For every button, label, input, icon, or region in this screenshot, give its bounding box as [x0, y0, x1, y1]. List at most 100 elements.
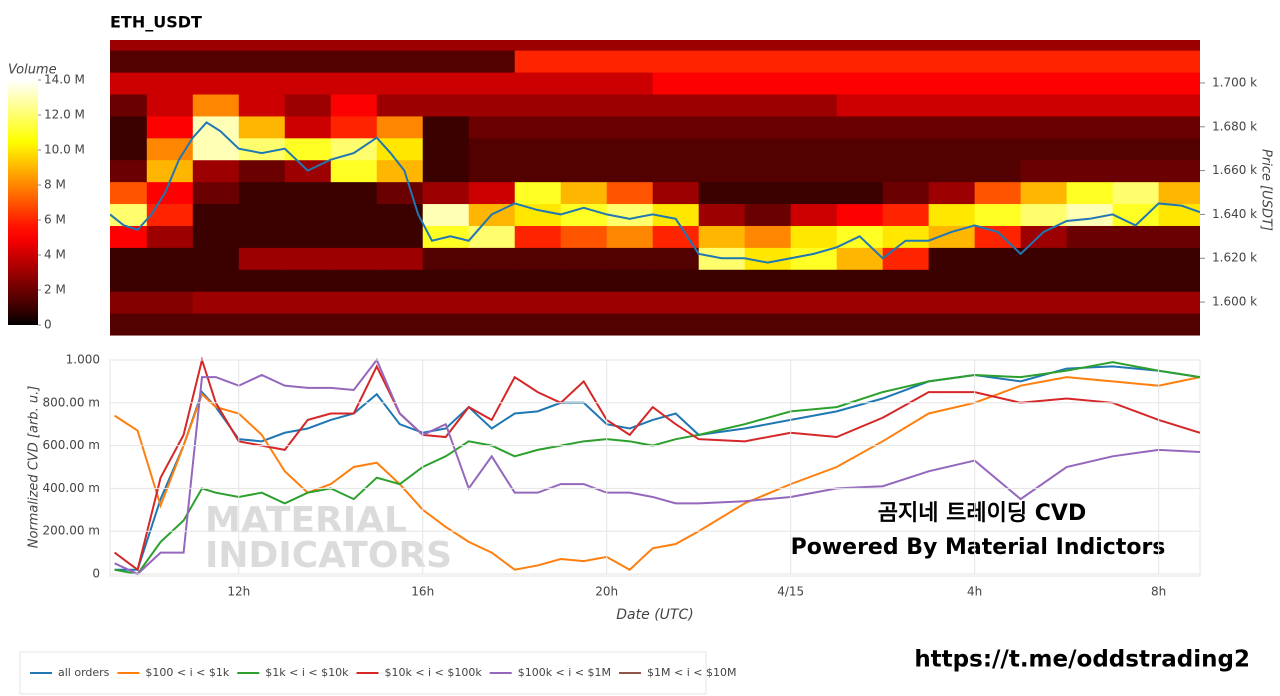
heat-cell [330, 93, 378, 117]
heat-cell [882, 181, 930, 205]
heat-cell [606, 159, 654, 183]
colorbar [8, 80, 38, 325]
heat-cell [606, 40, 654, 51]
heat-cell [836, 40, 884, 51]
heat-cell [560, 181, 608, 205]
heat-cell [652, 203, 700, 226]
heat-cell [284, 313, 332, 336]
heat-cell [836, 247, 884, 270]
y-tick-label: 1.700 k [1212, 75, 1257, 89]
heat-cell [422, 93, 470, 117]
heat-cell [1112, 40, 1160, 51]
heat-cell [1112, 115, 1160, 139]
heat-cell [560, 159, 608, 183]
series-line [114, 358, 1200, 576]
heat-cell [514, 40, 562, 51]
price-line [110, 121, 1200, 264]
heat-cell [238, 225, 286, 248]
heat-cell [192, 247, 240, 270]
footer-link: https://t.me/oddstrading2 [914, 647, 1250, 673]
heat-cell [1020, 247, 1068, 270]
heat-cell [192, 93, 240, 117]
heat-cell [284, 50, 332, 73]
heat-cell [284, 203, 332, 226]
heat-cell [514, 93, 562, 117]
heat-cell [606, 137, 654, 161]
heat-cell [560, 40, 608, 51]
heat-cell [284, 40, 332, 51]
heat-cell [790, 247, 838, 270]
y-tick-label: 1.640 k [1212, 207, 1257, 221]
heat-cell [468, 159, 516, 183]
heat-cell [1020, 291, 1068, 314]
annotation: Powered By Material Indictors [791, 535, 1166, 560]
heat-cell [146, 225, 194, 248]
heat-cell [284, 291, 332, 314]
heat-cell [652, 291, 700, 314]
heat-cell [882, 159, 930, 183]
heat-cell [1020, 50, 1068, 73]
heat-cell [698, 203, 746, 226]
heat-cell [560, 225, 608, 248]
heat-cell [376, 50, 424, 73]
heat-cell [836, 137, 884, 161]
heat-cell [468, 71, 516, 95]
heat-cell [376, 269, 424, 292]
heat-cell [468, 291, 516, 314]
heat-cell [698, 40, 746, 51]
heat-cell [1158, 269, 1200, 292]
x-tick-label: 4h [967, 585, 982, 599]
heat-cell [330, 159, 378, 183]
heat-cell [238, 40, 286, 51]
x-tick-label: 12h [227, 585, 250, 599]
heat-cell [330, 225, 378, 248]
heat-cell [1066, 137, 1114, 161]
heat-cell [1112, 203, 1160, 226]
heat-cell [928, 181, 976, 205]
heat-cell [192, 313, 240, 336]
heat-cell [698, 225, 746, 248]
heat-cell [790, 313, 838, 336]
heat-cell [146, 115, 194, 139]
heat-cell [698, 50, 746, 73]
heat-cell [606, 225, 654, 248]
heat-cell [560, 71, 608, 95]
heat-cell [790, 225, 838, 248]
heat-cell [652, 93, 700, 117]
heat-cell [192, 203, 240, 226]
heat-cell [330, 137, 378, 161]
heat-cell [652, 137, 700, 161]
heat-cell [652, 181, 700, 205]
heat-cell [1158, 247, 1200, 270]
heat-cell [1158, 203, 1200, 226]
heat-cell [376, 203, 424, 226]
heat-cell [192, 137, 240, 161]
heat-cell [146, 313, 194, 336]
heat-cell [110, 71, 148, 95]
heat-cell [110, 225, 148, 248]
heat-cell [698, 269, 746, 292]
heat-cell [882, 269, 930, 292]
heat-cell [146, 93, 194, 117]
heat-cell [376, 137, 424, 161]
plot-area [109, 359, 1201, 577]
heat-cell [744, 71, 792, 95]
heat-cell [560, 137, 608, 161]
heat-cell [110, 247, 148, 270]
heat-cell [110, 93, 148, 117]
heat-cell [376, 71, 424, 95]
heat-cell [974, 203, 1022, 226]
heat-cell [514, 71, 562, 95]
heat-cell [836, 291, 884, 314]
heat-cell [882, 203, 930, 226]
heat-cell [652, 159, 700, 183]
heat-cell [330, 181, 378, 205]
heat-cell [1020, 203, 1068, 226]
heat-cell [146, 291, 194, 314]
heat-cell [192, 115, 240, 139]
heat-cell [110, 291, 148, 314]
colorbar-label: Volume [8, 63, 57, 78]
heat-cell [1158, 181, 1200, 205]
heat-cell [422, 40, 470, 51]
heat-cell [110, 137, 148, 161]
